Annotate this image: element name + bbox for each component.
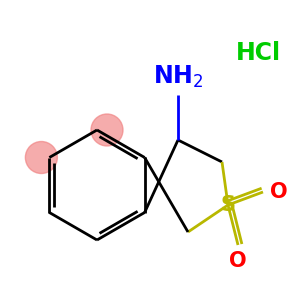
Text: O: O [229,251,247,271]
Circle shape [91,114,123,146]
Text: NH$_2$: NH$_2$ [153,64,203,90]
Circle shape [26,142,57,173]
Text: S: S [220,195,236,215]
Text: O: O [270,182,288,202]
Text: HCl: HCl [236,41,280,65]
